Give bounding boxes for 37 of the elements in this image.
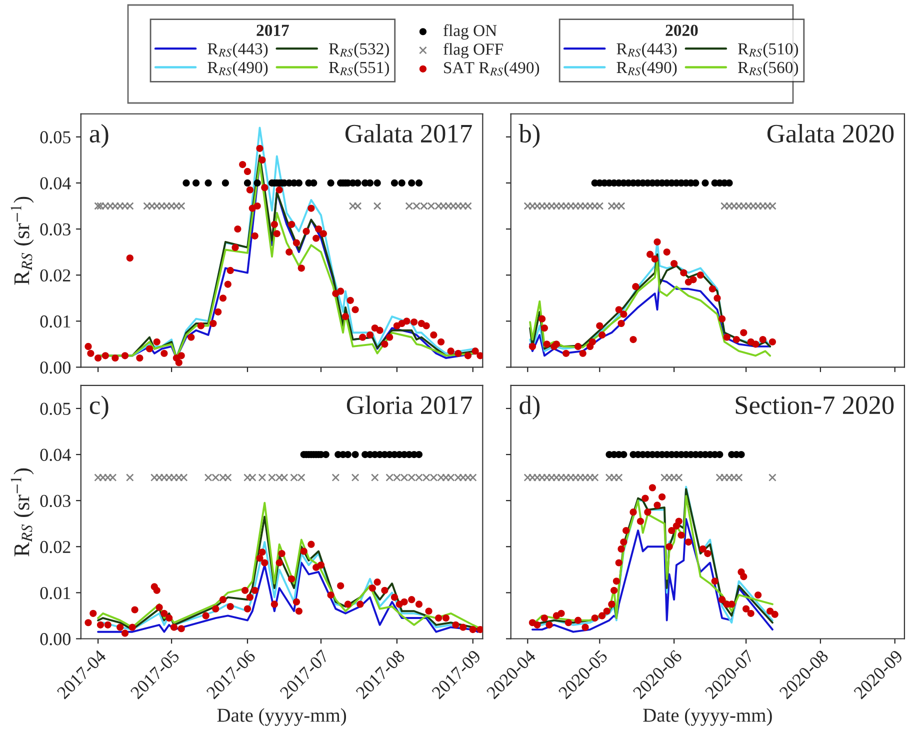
legend-label: flag ON	[443, 24, 497, 40]
legend-label: flag OFF	[443, 42, 504, 58]
y-tick-label: 0.02	[40, 269, 70, 282]
legend-title: 2020	[666, 24, 698, 36]
y-tick-label: 0.03	[40, 223, 70, 236]
x-axis-title: Date (yyyy-mm)	[643, 708, 772, 726]
annotation: c)	[90, 396, 108, 420]
y-tick-label: 0.00	[40, 361, 70, 374]
legend-label: R$_{RS}$(510)	[738, 42, 798, 58]
y-tick-label: 0.01	[40, 315, 70, 328]
annotation: a)	[90, 124, 108, 148]
legend-label: R$_{RS}$(490)	[208, 61, 268, 77]
legend-label: R$_{RS}$(560)	[738, 61, 798, 77]
y-tick-label: 0.01	[40, 586, 70, 600]
y-tick-label: 0.04	[40, 177, 71, 190]
y-tick-label: 0.00	[40, 633, 70, 646]
legend-label: R$_{RS}$(443)	[616, 42, 677, 58]
y-tick-label: 0.05	[40, 131, 70, 144]
chart-title: Gloria 2017	[346, 396, 472, 414]
y-tick-label: 0.02	[40, 540, 70, 554]
legend-label: R$_{RS}$(443)	[208, 42, 268, 58]
legend-title: 2017	[256, 24, 289, 36]
legend-label: SAT R$_{RS}$(490)	[444, 62, 540, 77]
legend-label: R$_{RS}$(490)	[616, 61, 677, 77]
legend-label: R$_{RS}$(532)	[329, 42, 389, 58]
y-tick-label: 0.03	[40, 494, 70, 508]
y-tick-label: 0.05	[40, 402, 70, 415]
annotation: b)	[518, 124, 540, 148]
chart-title: Galata 2020	[767, 124, 894, 143]
chart-title: Section-7 2020	[736, 396, 894, 414]
y-axis-title: R$_{RS}$ (sr$^{−1}$)	[10, 468, 34, 556]
x-axis-title: Date (yyyy-mm)	[217, 708, 346, 726]
y-tick-label: 0.04	[40, 448, 71, 462]
annotation: d)	[520, 396, 540, 420]
y-axis-title: R$_{RS}$ (sr$^{−1}$)	[10, 196, 34, 285]
legend-label: R$_{RS}$(551)	[329, 61, 389, 77]
chart-title: Galata 2017	[345, 124, 472, 143]
